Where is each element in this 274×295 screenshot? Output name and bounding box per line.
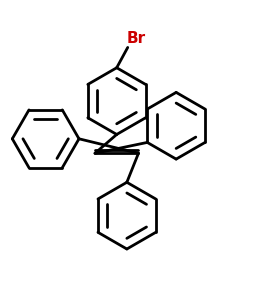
- Text: Br: Br: [126, 31, 145, 46]
